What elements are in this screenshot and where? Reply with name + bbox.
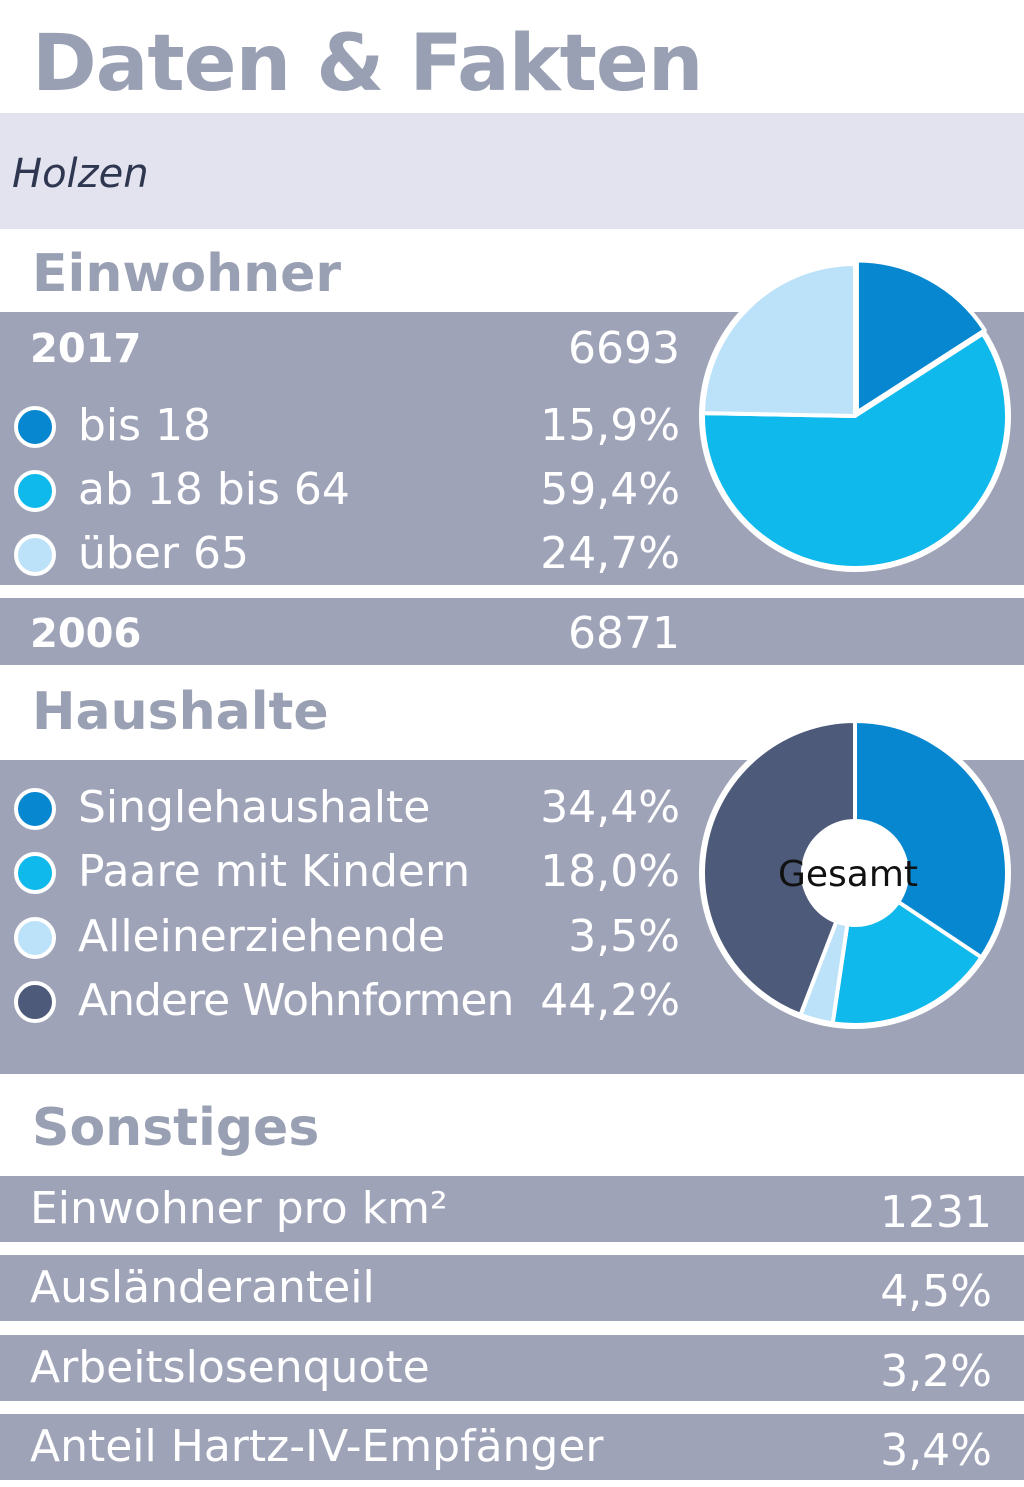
legend-value-18-64: 59,4%	[540, 464, 680, 515]
sonstiges-value-hartz-iv: 3,4%	[880, 1425, 992, 1476]
sonstiges-value-auslaenderanteil: 4,5%	[880, 1266, 992, 1317]
sonstiges-row-band	[0, 1335, 1024, 1401]
haushalte-heading: Haushalte	[32, 682, 329, 742]
legend-value-andere-wohnformen: 44,2%	[540, 975, 680, 1026]
place-name: Holzen	[12, 151, 149, 197]
legend-dot-alleinerziehende	[14, 917, 56, 959]
sonstiges-label-dichte: Einwohner pro km²	[30, 1183, 448, 1234]
sonstiges-value-arbeitslosenquote: 3,2%	[880, 1346, 992, 1397]
legend-value-paare-mit-kindern: 18,0%	[540, 846, 680, 897]
legend-label-18-64: ab 18 bis 64	[78, 464, 350, 515]
sonstiges-row-band	[0, 1255, 1024, 1321]
pie-slice-paare-mit-kindern	[830, 899, 984, 1027]
page-title: Daten & Fakten	[32, 19, 703, 109]
einwohner-pie-chart	[699, 258, 1011, 572]
sonstiges-label-arbeitslosenquote: Arbeitslosenquote	[30, 1342, 430, 1393]
legend-dot-andere-wohnformen	[14, 981, 56, 1023]
year-2006-value: 6871	[568, 608, 680, 659]
pie-slice-andere-wohnformen	[701, 719, 857, 1017]
sonstiges-label-auslaenderanteil: Ausländeranteil	[30, 1262, 375, 1313]
sonstiges-value-dichte: 1231	[880, 1187, 992, 1238]
legend-dot-paare-mit-kindern	[14, 852, 56, 894]
legend-dot-18-64	[14, 470, 56, 512]
haushalte-donut-chart: Gesamt	[699, 717, 1011, 1029]
legend-dot-singlehaushalte	[14, 788, 56, 830]
pie-slice-bis-18	[854, 258, 987, 415]
einwohner-2006-band	[0, 598, 1024, 665]
sonstiges-heading: Sonstiges	[32, 1098, 320, 1158]
legend-label-ueber-65: über 65	[78, 528, 249, 579]
legend-label-bis-18: bis 18	[78, 400, 212, 451]
place-band	[0, 113, 1024, 229]
legend-label-paare-mit-kindern: Paare mit Kindern	[78, 846, 471, 897]
pie-slice-singlehaushalte	[853, 719, 1009, 960]
legend-value-ueber-65: 24,7%	[540, 528, 680, 579]
year-2017-label: 2017	[30, 326, 142, 372]
donut-center-label: Gesamt	[778, 854, 918, 895]
sonstiges-row-band	[0, 1176, 1024, 1242]
pie-slice--ber-65	[701, 262, 857, 418]
legend-value-singlehaushalte: 34,4%	[540, 782, 680, 833]
year-2017-value: 6693	[568, 323, 680, 374]
year-2006-label: 2006	[30, 611, 142, 657]
legend-value-bis-18: 15,9%	[540, 400, 680, 451]
pie-slice-ab-18-bis-64	[701, 331, 1009, 570]
sonstiges-label-hartz-iv: Anteil Hartz-IV-Empfänger	[30, 1421, 604, 1472]
einwohner-heading: Einwohner	[32, 244, 342, 304]
legend-label-alleinerziehende: Alleinerziehende	[78, 911, 446, 962]
legend-label-andere-wohnformen: Andere Wohnformen	[78, 975, 514, 1026]
legend-label-singlehaushalte: Singlehaushalte	[78, 782, 431, 833]
legend-dot-bis-18	[14, 406, 56, 448]
legend-dot-ueber-65	[14, 534, 56, 576]
legend-value-alleinerziehende: 3,5%	[568, 911, 680, 962]
sonstiges-row-band	[0, 1414, 1024, 1480]
